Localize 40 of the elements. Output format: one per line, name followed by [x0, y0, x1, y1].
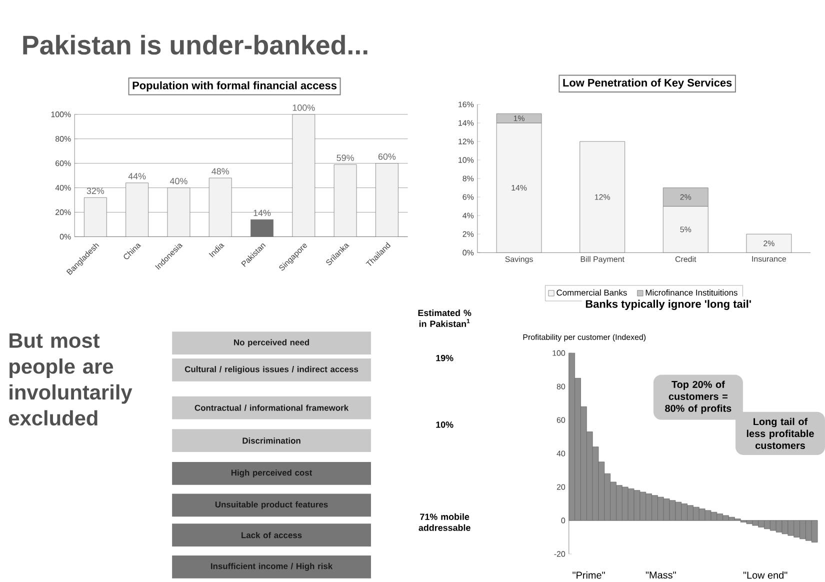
text: "Mass"	[646, 572, 676, 579]
chart-title: Population with formal financial access	[132, 81, 337, 92]
text: Estimated % in Pakistan$^{1}$	[418, 309, 472, 328]
chart-title: Low Penetration of Key Services	[563, 78, 732, 89]
bar	[84, 197, 107, 237]
data-label: 40%	[170, 178, 188, 184]
bar	[208, 178, 232, 237]
category-label: Discrimination	[242, 437, 300, 444]
annotation: Long tail of less profitable customers	[746, 418, 814, 449]
bar	[167, 188, 190, 237]
text: "Low end"	[743, 571, 788, 579]
data-label: 32%	[86, 188, 104, 194]
annotation: Top 20% of customers = 80% of profits	[665, 380, 732, 414]
text: "Prime"	[572, 571, 605, 579]
category-label: Cultural / religious issues / indirect access	[184, 366, 358, 374]
data-label: 60%	[378, 153, 396, 160]
category-label: Insufficient income / High risk	[211, 562, 333, 571]
category-label: No perceived need	[234, 339, 310, 348]
category-label: Contractual / informational framework	[194, 404, 349, 411]
text: Pakistan is under-banked...	[23, 34, 368, 55]
bar	[334, 164, 357, 237]
text: 19%	[436, 354, 454, 362]
category-label: Lack of access	[242, 532, 302, 538]
bar	[126, 182, 149, 237]
data-label: 100%	[292, 104, 315, 111]
text: 10%	[436, 421, 454, 428]
data-label: 48%	[212, 168, 230, 174]
bar	[376, 163, 398, 237]
bar	[580, 141, 626, 253]
bar	[746, 234, 792, 253]
data-label: 59%	[336, 154, 354, 162]
legend-label: Microfinance Instituitions	[646, 289, 738, 296]
text: But most people are involuntarily excluded	[8, 333, 132, 426]
chart-title: Banks typically ignore 'long tail'	[586, 300, 751, 310]
legend-label: Commercial Banks	[556, 289, 627, 296]
data-label: 44%	[128, 173, 146, 180]
category-label: High perceived cost	[231, 469, 312, 478]
text: 71% mobile addressable	[418, 513, 470, 531]
bar	[292, 114, 316, 237]
category-label: Unsuitable product features	[215, 501, 328, 510]
